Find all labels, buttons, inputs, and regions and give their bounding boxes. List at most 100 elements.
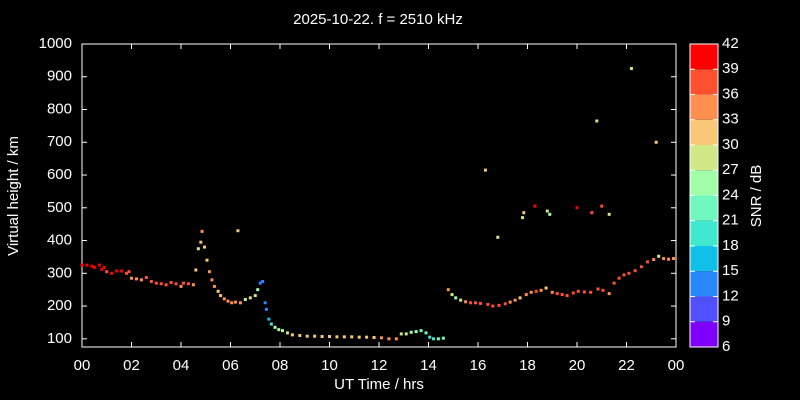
colorbar-band [690,296,718,322]
point [196,247,200,251]
point [191,283,195,287]
point [522,211,526,215]
colorbar-band [690,170,718,196]
point [280,329,284,333]
point [483,168,487,172]
point [654,140,658,144]
point [521,216,525,220]
y-tick-label: 900 [47,68,72,85]
point [575,206,579,210]
plot-frame [81,43,677,348]
point [305,334,309,338]
point [267,317,271,321]
chart-title: 2025-10-22. f = 2510 kHz [293,11,463,28]
point [399,332,403,336]
point [601,288,605,292]
x-tick-label: 20 [569,357,586,374]
point [545,209,549,213]
point [513,298,517,302]
point [414,330,418,334]
colorbar-tick-label: 9 [722,313,730,330]
point [350,335,354,339]
point [273,325,277,329]
y-tick-label: 300 [47,264,72,281]
point [264,307,268,311]
point [544,286,548,290]
point [130,276,133,280]
colorbar-band [690,44,718,70]
point [424,331,428,335]
point [253,294,257,298]
point [320,335,324,339]
point [657,254,661,258]
point [342,335,346,339]
point [134,277,138,281]
point [431,337,435,341]
point [486,302,490,306]
point [97,263,101,267]
point [409,330,413,334]
point [256,288,260,292]
colorbar-band [690,246,718,272]
point [313,334,317,338]
colorbar-tick-label: 30 [722,136,739,153]
point [464,300,468,304]
point [285,331,289,335]
x-tick-label: 22 [618,357,635,374]
point [236,229,240,233]
point [459,298,463,302]
y-tick-label: 1000 [39,35,72,52]
point [508,300,512,304]
point [379,336,383,340]
point [565,294,569,298]
point [394,337,398,341]
colorbar-band [690,271,718,297]
point [159,282,163,286]
point [524,293,528,297]
point [404,332,408,336]
point [652,258,656,262]
point [607,292,611,296]
point [497,303,501,307]
point [222,297,226,301]
y-tick-label: 700 [47,133,72,150]
point [607,212,611,216]
point [539,288,543,292]
point [595,119,599,123]
colorbar-tick-label: 27 [722,161,739,178]
point [672,257,676,261]
point [203,245,207,249]
y-tick-label: 800 [47,100,72,117]
point [478,301,482,305]
point [105,270,109,274]
point [633,269,637,273]
point [110,271,114,275]
y-tick-label: 500 [47,199,72,216]
x-tick-label: 00 [74,357,91,374]
point [233,300,237,304]
point [298,334,302,338]
point [454,296,458,300]
point [200,229,204,233]
point [169,280,173,284]
point [617,276,621,280]
point [212,284,216,288]
point [164,283,168,287]
x-tick-label: 02 [123,357,140,374]
point [92,265,96,269]
point [102,265,106,269]
x-tick-label: 08 [272,357,289,374]
point [179,284,183,288]
x-tick-label: 18 [519,357,536,374]
point [450,293,454,297]
point [646,260,650,264]
point [503,302,507,306]
point [269,322,273,326]
point [194,268,198,272]
point [328,335,331,339]
y-axis-label: Virtual height / km [5,136,22,256]
point [261,279,265,283]
point [248,296,252,300]
point [622,273,626,277]
